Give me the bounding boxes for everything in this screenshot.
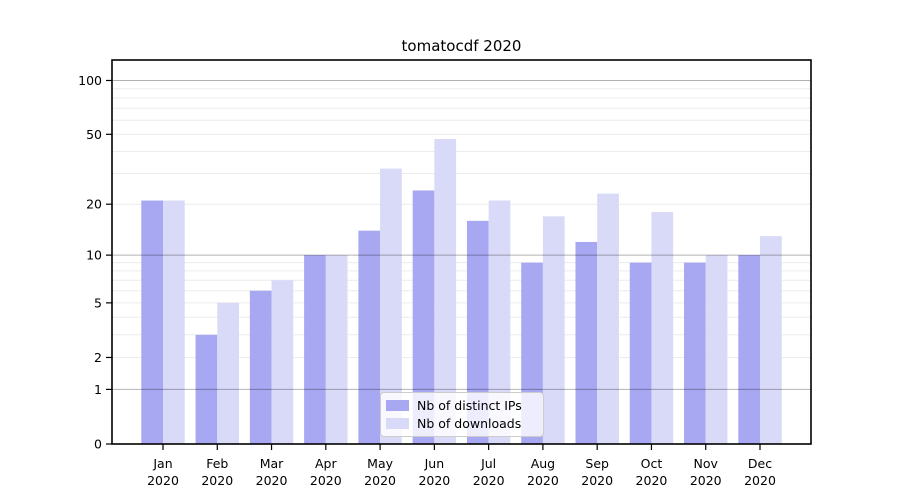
plot-border <box>111 59 812 445</box>
bar-downloads-jul <box>488 200 511 444</box>
x-tick-label-month: Nov <box>694 456 719 471</box>
bar-downloads-mar <box>271 280 294 444</box>
legend-item-distinct-ips: Nb of distinct IPs <box>386 398 534 413</box>
bar-downloads-sep <box>597 193 619 444</box>
x-tick-label-year: 2020 <box>581 473 613 488</box>
legend: Nb of distinct IPs Nb of downloads <box>380 392 544 437</box>
chart-title: tomatocdf 2020 <box>401 37 522 55</box>
x-tick-label-month: Mar <box>260 456 284 471</box>
x-tick-label-year: 2020 <box>310 473 342 488</box>
legend-swatch-distinct-ips <box>386 400 409 411</box>
y-tick-label: 2 <box>94 350 102 365</box>
y-tick-label: 5 <box>94 295 102 310</box>
x-tick-label-year: 2020 <box>418 473 450 488</box>
legend-item-downloads: Nb of downloads <box>386 416 534 431</box>
x-tick-label-year: 2020 <box>147 473 179 488</box>
x-tick-label-month: Aug <box>531 456 555 471</box>
bar-ips-nov <box>684 262 706 444</box>
x-tick-label-month: Jan <box>152 456 172 471</box>
bar-ips-mar <box>249 290 272 444</box>
y-tick-label: 50 <box>86 127 102 142</box>
legend-label-downloads: Nb of downloads <box>417 416 522 431</box>
bar-ips-oct <box>629 262 652 444</box>
y-tick-label: 20 <box>86 197 102 212</box>
x-tick-label-month: Jul <box>480 456 496 471</box>
bar-downloads-oct <box>651 212 674 444</box>
bar-ips-dec <box>738 255 760 444</box>
x-tick-label-month: May <box>367 456 393 471</box>
bar-downloads-may <box>380 168 402 444</box>
bar-ips-feb <box>195 334 218 444</box>
y-tick-label: 0 <box>94 437 102 452</box>
bar-downloads-aug <box>542 216 565 444</box>
legend-label-distinct-ips: Nb of distinct IPs <box>417 398 522 413</box>
x-tick-label-year: 2020 <box>256 473 288 488</box>
x-tick-label-year: 2020 <box>364 473 396 488</box>
x-tick-label-month: Dec <box>748 456 772 471</box>
bar-downloads-apr <box>325 255 348 444</box>
x-tick-label-year: 2020 <box>636 473 668 488</box>
y-tick-label: 1 <box>94 382 102 397</box>
bar-downloads-dec <box>760 236 782 444</box>
bar-ips-may <box>358 230 381 444</box>
x-tick-label-year: 2020 <box>473 473 505 488</box>
legend-swatch-downloads <box>386 418 409 429</box>
x-tick-label-year: 2020 <box>690 473 722 488</box>
x-tick-label-month: Feb <box>206 456 228 471</box>
bar-downloads-nov <box>705 255 728 444</box>
x-tick-label-month: Oct <box>641 456 663 471</box>
x-tick-label-year: 2020 <box>527 473 559 488</box>
bar-ips-jun <box>412 190 435 444</box>
bar-downloads-feb <box>217 302 239 444</box>
x-tick-label-year: 2020 <box>744 473 776 488</box>
bar-downloads-jan <box>163 200 185 444</box>
x-tick-label-year: 2020 <box>201 473 233 488</box>
bar-ips-jul <box>466 220 489 444</box>
bar-downloads-jun <box>434 139 457 444</box>
y-tick-label: 10 <box>86 248 102 263</box>
bar-ips-sep <box>575 241 598 444</box>
y-tick-label: 100 <box>78 73 102 88</box>
x-tick-label-month: Jun <box>424 456 445 471</box>
bar-ips-jan <box>141 200 163 444</box>
x-tick-label-month: Apr <box>315 456 337 471</box>
bar-ips-apr <box>304 255 326 444</box>
x-tick-label-month: Sep <box>585 456 609 471</box>
